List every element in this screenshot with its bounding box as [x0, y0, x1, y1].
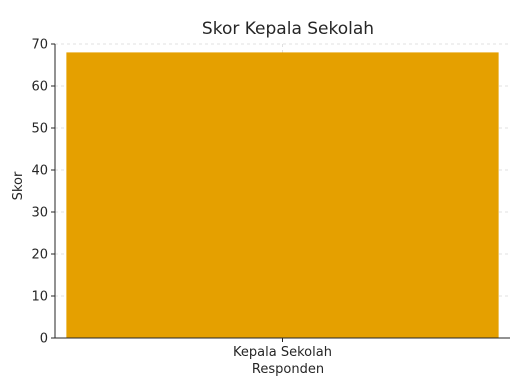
y-tick-label: 20 [31, 248, 48, 263]
chart-title: Skor Kepala Sekolah [202, 19, 374, 39]
y-tick-label: 70 [31, 38, 48, 53]
y-tick-label: 30 [31, 206, 48, 221]
x-tick-label: Kepala Sekolah [233, 345, 332, 360]
bar [66, 52, 499, 339]
y-tick-label: 10 [31, 290, 48, 305]
y-axis-label: Skor [11, 171, 26, 200]
ticks: 0 10 20 30 40 50 60 70 Kepala Sekolah [31, 38, 331, 361]
bars [66, 52, 499, 339]
y-tick-label: 40 [31, 164, 48, 179]
y-tick-label: 0 [40, 332, 48, 347]
y-tick-label: 60 [31, 80, 48, 95]
y-tick-label: 50 [31, 122, 48, 137]
x-axis-label: Responden [252, 362, 324, 376]
